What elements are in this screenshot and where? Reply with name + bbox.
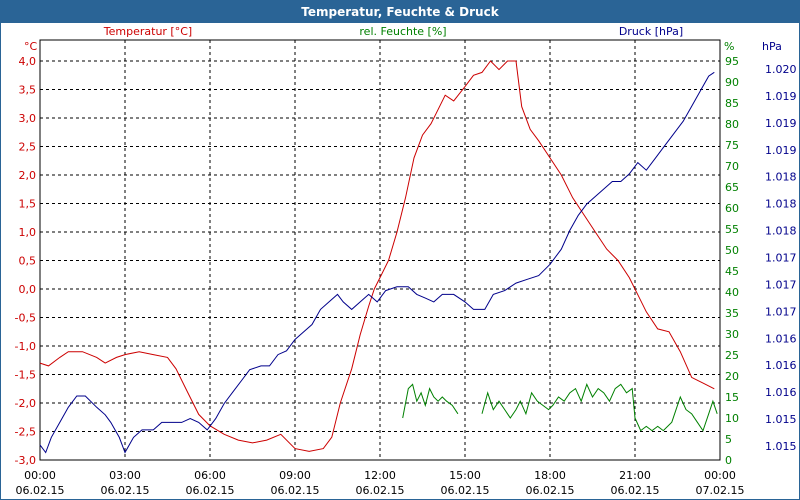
humidity-line — [481, 383, 718, 432]
right-tick-label: 1.016 — [765, 386, 797, 399]
right-tick-label: 1.018 — [765, 198, 797, 211]
mid-tick-label: 35 — [725, 307, 739, 320]
x-tick-time: 06:00 — [194, 469, 226, 482]
right-axis-unit: hPa — [762, 40, 782, 53]
x-tick-time: 00:00 — [704, 469, 736, 482]
left-axis-ticks: 4,0 3,5 3,0 2,5 2,0 1,5 1,0 0,5 0,0 -0,5 -1,0 -1,5 -… — [15, 55, 36, 467]
left-tick-label: 3,0 — [19, 112, 37, 125]
mid-tick-label: 25 — [725, 349, 739, 362]
right-tick-label: 1.017 — [765, 305, 797, 318]
legend-temperature: Temperatur [°C] — [103, 25, 192, 38]
mid-tick-label: 40 — [725, 286, 739, 299]
x-axis-ticks: 00:00 06.02.15 03:00 06.02.15 06:00 06.02.15 0… — [16, 469, 745, 497]
x-tick-time: 21:00 — [619, 469, 651, 482]
x-tick-date: 06.02.15 — [271, 484, 320, 497]
mid-tick-label: 95 — [725, 55, 739, 68]
x-tick-date: 06.02.15 — [356, 484, 405, 497]
legend-humidity: rel. Feuchte [%] — [359, 25, 446, 38]
humidity-line — [402, 383, 459, 419]
x-tick-date: 06.02.15 — [101, 484, 150, 497]
mid-tick-label: 15 — [725, 391, 739, 404]
right-tick-label: 1.015 — [765, 413, 797, 426]
chart-title: Temperatur, Feuchte & Druck — [1, 1, 799, 23]
right-tick-label: 1.018 — [765, 171, 797, 184]
x-tick-time: 18:00 — [534, 469, 566, 482]
left-tick-label: 4,0 — [19, 55, 37, 68]
x-tick-date: 06.02.15 — [16, 484, 65, 497]
right-tick-label: 1.020 — [765, 63, 797, 76]
mid-tick-label: 75 — [725, 139, 739, 152]
mid-tick-label: 20 — [725, 370, 739, 383]
right-tick-label: 1.018 — [765, 225, 797, 238]
grid-lines — [40, 40, 720, 460]
left-tick-label: -3,0 — [15, 454, 36, 467]
left-tick-label: 3,5 — [19, 84, 37, 97]
right-tick-label: 1.019 — [765, 90, 797, 103]
left-axis-unit: °C — [24, 40, 38, 53]
mid-tick-label: 30 — [725, 328, 739, 341]
mid-tick-label: 10 — [725, 412, 739, 425]
x-tick-time: 09:00 — [279, 469, 311, 482]
mid-tick-label: 5 — [725, 433, 732, 446]
right-tick-label: 1.017 — [765, 252, 797, 265]
x-tick-date: 06.02.15 — [526, 484, 575, 497]
mid-axis-unit: % — [724, 40, 734, 53]
pressure-line — [39, 71, 715, 454]
left-tick-label: 0,5 — [19, 255, 37, 268]
x-tick-date: 06.02.15 — [441, 484, 490, 497]
left-tick-label: -0,5 — [15, 312, 36, 325]
left-tick-label: 1,0 — [19, 226, 37, 239]
left-tick-label: -2,5 — [15, 426, 36, 439]
right-tick-label: 1.016 — [765, 332, 797, 345]
left-tick-label: -1,5 — [15, 369, 36, 382]
right-tick-label: 1.019 — [765, 144, 797, 157]
left-tick-label: 2,0 — [19, 169, 37, 182]
left-tick-label: 1,5 — [19, 198, 37, 211]
mid-tick-label: 85 — [725, 97, 739, 110]
plot-area-border — [39, 39, 721, 461]
right-tick-label: 1.016 — [765, 359, 797, 372]
x-tick-time: 03:00 — [109, 469, 141, 482]
left-tick-label: -2,0 — [15, 397, 36, 410]
mid-tick-label: 90 — [725, 76, 739, 89]
mid-tick-label: 55 — [725, 223, 739, 236]
legend-pressure: Druck [hPa] — [619, 25, 683, 38]
mid-tick-label: 50 — [725, 244, 739, 257]
mid-tick-label: 60 — [725, 202, 739, 215]
x-tick-time: 15:00 — [449, 469, 481, 482]
mid-tick-label: 70 — [725, 160, 739, 173]
x-tick-date: 07.02.15 — [696, 484, 745, 497]
x-tick-date: 06.02.15 — [611, 484, 660, 497]
right-tick-label: 1.017 — [765, 278, 797, 291]
right-tick-label: 1.015 — [765, 440, 797, 453]
left-tick-label: 0,0 — [19, 283, 37, 296]
series-lines — [39, 60, 718, 454]
left-tick-label: 2,5 — [19, 141, 37, 154]
mid-tick-label: 45 — [725, 265, 739, 278]
x-tick-time: 12:00 — [364, 469, 396, 482]
x-tick-time: 00:00 — [24, 469, 56, 482]
mid-tick-label: 65 — [725, 181, 739, 194]
right-tick-label: 1.019 — [765, 117, 797, 130]
mid-tick-label: 80 — [725, 118, 739, 131]
left-tick-label: -1,0 — [15, 340, 36, 353]
x-tick-date: 06.02.15 — [186, 484, 235, 497]
mid-tick-label: 0 — [725, 454, 732, 467]
right-axis-ticks: 1.020 1.019 1.019 1.019 1.018 1.018 1.018 1.017… — [765, 63, 797, 453]
temperature-line — [39, 60, 715, 452]
